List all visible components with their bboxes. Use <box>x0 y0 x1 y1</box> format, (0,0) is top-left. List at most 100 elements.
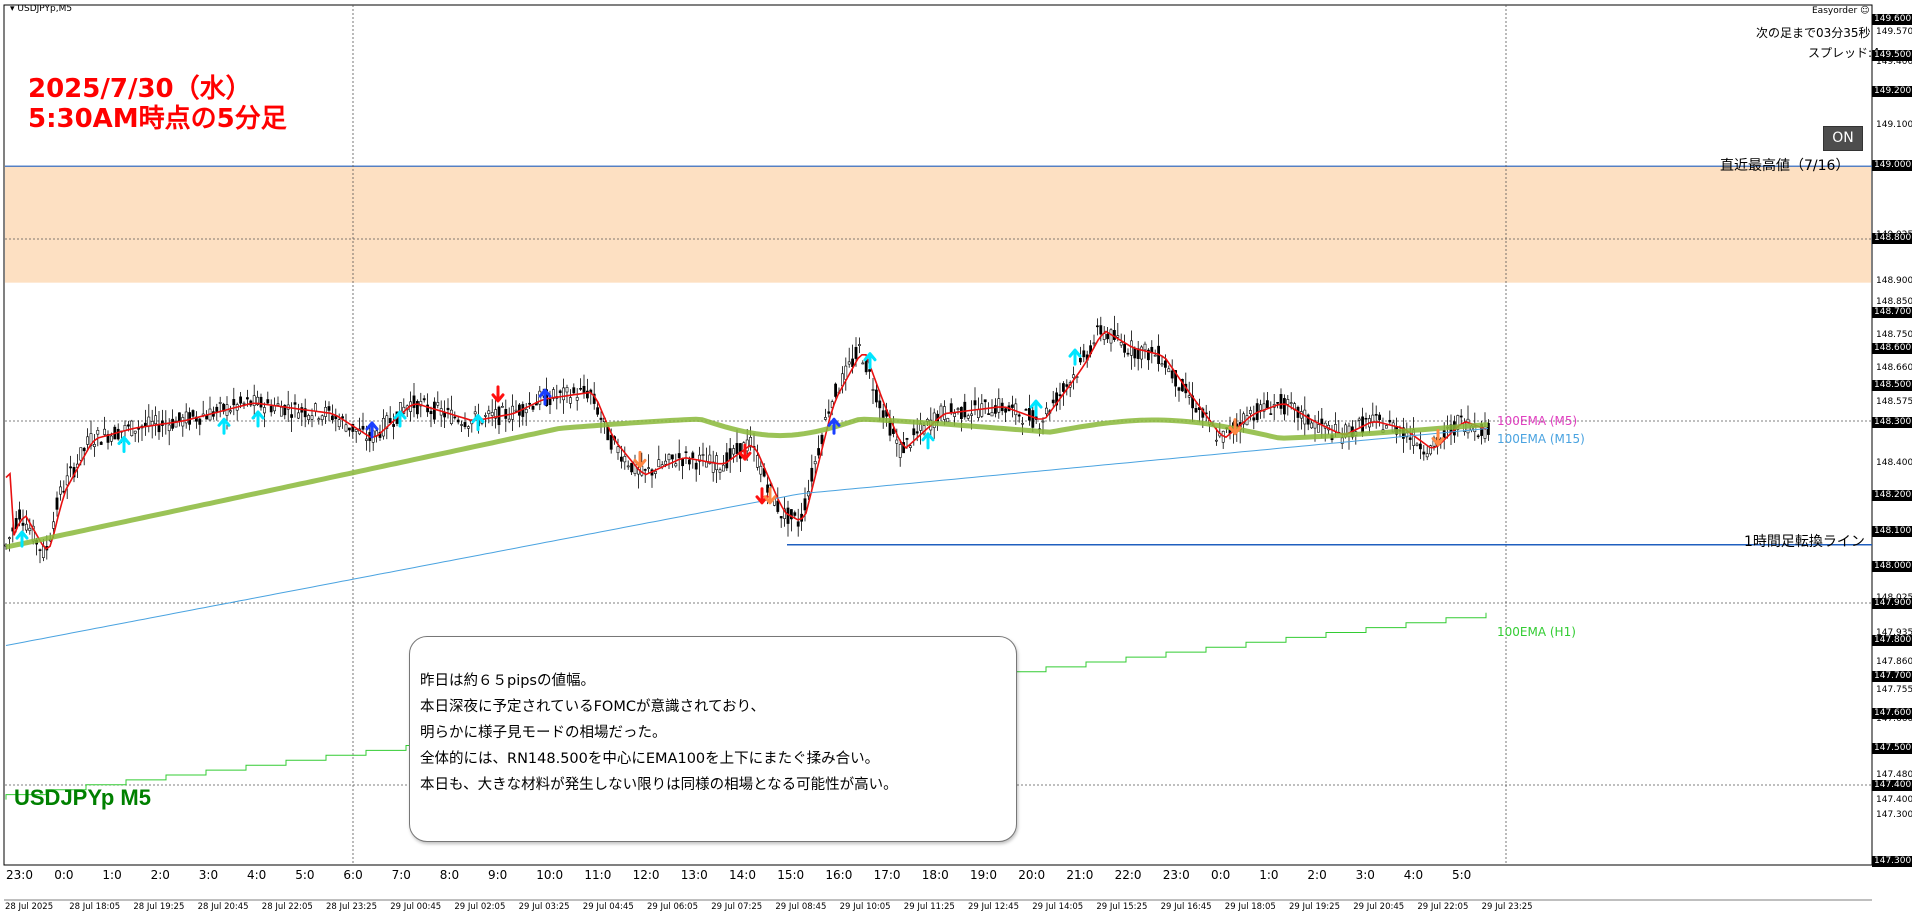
candle-body <box>1429 445 1433 455</box>
ema-h1-label: 100EMA (H1) <box>1497 625 1576 639</box>
time-tick-label: 2:0 <box>150 868 170 882</box>
price-level-label: 147.600 <box>1872 708 1912 719</box>
candle-body <box>460 424 464 426</box>
candle-body <box>585 390 589 399</box>
price-tick-label: 148.850 <box>1876 297 1912 307</box>
candle-body <box>681 458 685 467</box>
date-tick-label: 29 Jul 19:25 <box>1289 902 1340 912</box>
candle-body <box>847 361 851 365</box>
candle-body <box>623 456 627 463</box>
candle-body <box>643 469 647 471</box>
candle-body <box>1123 343 1127 353</box>
time-tick-label: 3:0 <box>1355 868 1375 882</box>
candle-body <box>507 418 511 422</box>
price-level-label: 147.400 <box>1872 780 1912 791</box>
candle-body <box>150 421 154 426</box>
price-level-label: 148.500 <box>1872 380 1912 391</box>
candle-body <box>463 422 467 427</box>
time-tick-label: 9:0 <box>488 868 508 882</box>
candle-body <box>24 523 28 531</box>
candle-body <box>1010 404 1014 408</box>
comment-box: 昨日は約６５pipsの値幅。 本日深夜に予定されているFOMCが意識されており、… <box>409 636 1017 842</box>
candle-body <box>657 459 661 468</box>
candle-body <box>1065 384 1069 387</box>
candle-body <box>823 417 827 420</box>
candle-body <box>154 415 158 425</box>
price-level-label: 148.300 <box>1872 417 1912 428</box>
candle-body <box>1164 360 1167 368</box>
candle-body <box>973 400 977 406</box>
candle-body <box>1276 402 1280 404</box>
candle-body <box>133 430 137 434</box>
price-tick-label: 148.400 <box>1876 458 1912 468</box>
candle-body <box>242 402 246 405</box>
candle-body <box>898 444 902 458</box>
title-subtitle: 5:30AM時点の5分足 <box>28 104 287 134</box>
candle-body <box>1109 329 1113 344</box>
date-tick-label: 29 Jul 16:45 <box>1160 902 1212 912</box>
candle-body <box>912 428 916 436</box>
candle-body <box>1017 414 1021 417</box>
candle-body <box>99 441 103 445</box>
date-tick-label: 28 Jul 20:45 <box>197 902 249 912</box>
candle-body <box>320 415 324 421</box>
ema-m15-line <box>5 428 1489 646</box>
time-tick-label: 1:0 <box>102 868 122 882</box>
candle-body <box>184 411 188 424</box>
candle-body <box>259 396 263 408</box>
candle-body <box>1357 418 1361 421</box>
candle-body <box>276 403 280 406</box>
candle-body <box>1126 352 1130 355</box>
candle-body <box>449 409 453 424</box>
date-tick-label: 29 Jul 00:45 <box>390 902 442 912</box>
candle-body <box>1215 439 1218 442</box>
candle-body <box>147 416 151 427</box>
buy-arrow-icon <box>1029 399 1043 417</box>
candle-body <box>820 434 824 445</box>
price-level-label: 147.800 <box>1872 635 1912 646</box>
candle-body <box>436 402 440 406</box>
candle-body <box>1130 340 1133 356</box>
candle-body <box>1174 370 1178 387</box>
date-tick-label: 29 Jul 11:25 <box>903 902 955 912</box>
candle-body <box>330 415 334 421</box>
date-tick-label: 29 Jul 20:45 <box>1353 902 1405 912</box>
candle-body <box>670 454 674 460</box>
candle-body <box>854 347 858 359</box>
price-level-label: 148.200 <box>1872 490 1912 501</box>
buy-arrow-icon <box>251 410 265 428</box>
candle-body <box>1072 374 1076 379</box>
candle-body <box>616 446 620 454</box>
sell-arrow-icon <box>1228 418 1242 436</box>
chart-menu-icon[interactable]: ▾ <box>10 4 18 14</box>
on-toggle-button[interactable]: ON <box>1823 126 1863 151</box>
candle-body <box>1051 399 1055 404</box>
candle-body <box>1150 346 1154 353</box>
buy-arrow-icon <box>393 410 407 428</box>
candle-body <box>1310 422 1314 429</box>
candle-body <box>664 460 668 465</box>
candle-body <box>514 409 518 412</box>
time-tick-label: 19:0 <box>970 868 997 882</box>
candle-body <box>983 399 987 403</box>
candle-body <box>1106 333 1110 340</box>
candle-body <box>1041 420 1045 423</box>
candle-body <box>1385 425 1388 429</box>
price-level-label: 147.700 <box>1872 671 1912 682</box>
candle-body <box>296 412 300 419</box>
candle-body <box>69 466 73 469</box>
candle-body <box>1459 415 1463 418</box>
candle-body <box>626 465 630 468</box>
time-tick-label: 15:0 <box>777 868 805 882</box>
buy-arrow-icon <box>117 435 131 453</box>
candle-body <box>789 509 793 520</box>
candle-body <box>1266 400 1269 408</box>
candle-body <box>881 410 885 418</box>
date-tick-label: 29 Jul 22:05 <box>1417 902 1469 912</box>
candle-body <box>446 407 450 411</box>
candle-body <box>279 407 283 417</box>
candle-body <box>732 448 736 455</box>
candle-body <box>596 407 600 415</box>
